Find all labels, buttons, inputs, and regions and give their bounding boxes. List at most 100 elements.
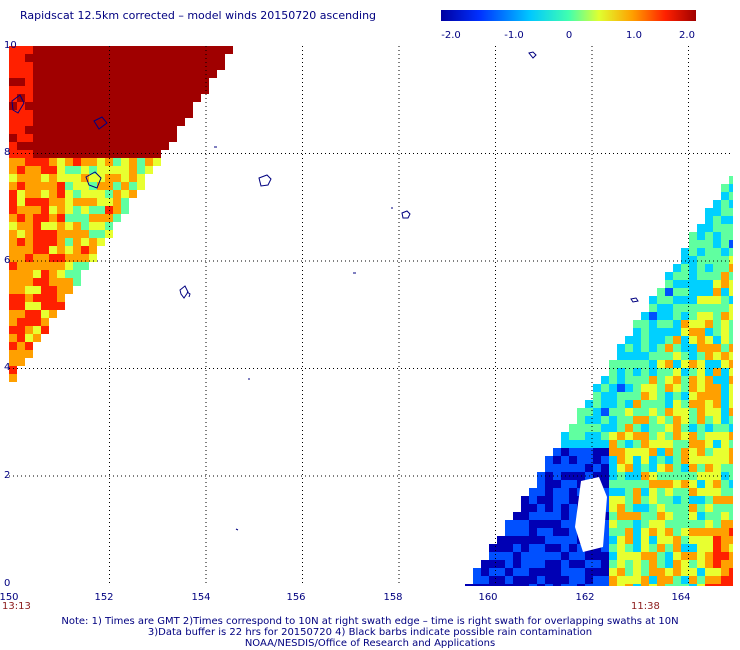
swath-cell — [73, 142, 81, 150]
swath-cell — [649, 432, 657, 440]
swath-cell — [673, 584, 681, 586]
swath-cell — [81, 198, 89, 206]
swath-cell — [553, 456, 561, 464]
swath-cell — [705, 272, 713, 280]
swath-cell — [25, 326, 33, 334]
swath-cell — [625, 480, 633, 488]
swath-cell — [681, 496, 689, 504]
swath-cell — [97, 166, 105, 174]
swath-cell — [161, 118, 169, 126]
swath-cell — [697, 392, 705, 400]
swath-cell — [681, 256, 689, 264]
swath-cell — [65, 230, 73, 238]
swath-cell — [705, 576, 713, 584]
swath-cell — [41, 54, 49, 62]
swath-cell — [153, 142, 161, 150]
swath-cell — [617, 400, 625, 408]
swath-cell — [657, 328, 665, 336]
swath-cell — [209, 70, 217, 78]
swath-cell — [49, 126, 57, 134]
swath-cell — [25, 302, 33, 310]
swath-cell — [481, 584, 489, 586]
swath-cell — [33, 190, 41, 198]
swath-cell — [681, 512, 689, 520]
swath-cell — [681, 344, 689, 352]
swath-cell — [705, 552, 713, 560]
swath-cell — [681, 368, 689, 376]
swath-cell — [689, 368, 697, 376]
swath-cell — [609, 480, 617, 488]
swath-cell — [641, 536, 649, 544]
swath-cell — [625, 456, 633, 464]
swath-cell — [729, 520, 733, 528]
swath-cell — [729, 504, 733, 512]
swath-cell — [721, 312, 729, 320]
swath-cell — [73, 46, 81, 54]
swath-cell — [33, 102, 41, 110]
swath-cell — [569, 528, 577, 536]
swath-cell — [121, 182, 129, 190]
swath-cell — [729, 184, 733, 192]
swath-cell — [49, 182, 57, 190]
swath-cell — [17, 126, 25, 134]
swath-cell — [17, 286, 25, 294]
swath-cell — [505, 528, 513, 536]
lat-label: 8 — [4, 147, 11, 158]
swath-cell — [169, 110, 177, 118]
swath-cell — [721, 496, 729, 504]
swath-cell — [689, 272, 697, 280]
swath-cell — [497, 552, 505, 560]
swath-cell — [561, 448, 569, 456]
swath-cell — [721, 272, 729, 280]
swath-cell — [545, 496, 553, 504]
swath-cell — [705, 328, 713, 336]
swath-cell — [81, 126, 89, 134]
swath-cell — [121, 110, 129, 118]
swath-cell — [625, 344, 633, 352]
swath-cell — [9, 342, 17, 350]
swath-cell — [577, 552, 585, 560]
swath-cell — [65, 78, 73, 86]
swath-cell — [9, 334, 17, 342]
island-outline — [179, 285, 191, 299]
swath-cell — [713, 224, 721, 232]
swath-cell — [657, 288, 665, 296]
swath-cell — [561, 480, 569, 488]
lon-label: 158 — [383, 592, 403, 603]
swath-cell — [161, 126, 169, 134]
swath-cell — [113, 174, 121, 182]
swath-cell — [521, 528, 529, 536]
swath-cell — [73, 254, 81, 262]
swath-cell — [41, 206, 49, 214]
swath-cell — [649, 464, 657, 472]
swath-cell — [729, 176, 733, 184]
swath-cell — [529, 528, 537, 536]
swath-cell — [689, 464, 697, 472]
swath-cell — [9, 190, 17, 198]
swath-cell — [673, 376, 681, 384]
swath-cell — [89, 158, 97, 166]
swath-cell — [89, 206, 97, 214]
swath-cell — [17, 270, 25, 278]
swath-cell — [25, 118, 33, 126]
swath-cell — [17, 238, 25, 246]
swath-cell — [625, 384, 633, 392]
swath-cell — [65, 262, 73, 270]
swath-cell — [697, 352, 705, 360]
swath-cell — [17, 230, 25, 238]
swath-cell — [601, 480, 609, 488]
swath-cell — [513, 584, 521, 586]
swath-cell — [505, 584, 513, 586]
swath-cell — [713, 272, 721, 280]
swath-cell — [81, 158, 89, 166]
swath-cell — [97, 134, 105, 142]
swath-cell — [633, 528, 641, 536]
swath-cell — [41, 270, 49, 278]
swath-cell — [89, 62, 97, 70]
swath-cell — [569, 464, 577, 472]
swath-cell — [65, 142, 73, 150]
swath-cell — [129, 86, 137, 94]
swath-cell — [721, 320, 729, 328]
swath-cell — [25, 142, 33, 150]
swath-cell — [145, 110, 153, 118]
